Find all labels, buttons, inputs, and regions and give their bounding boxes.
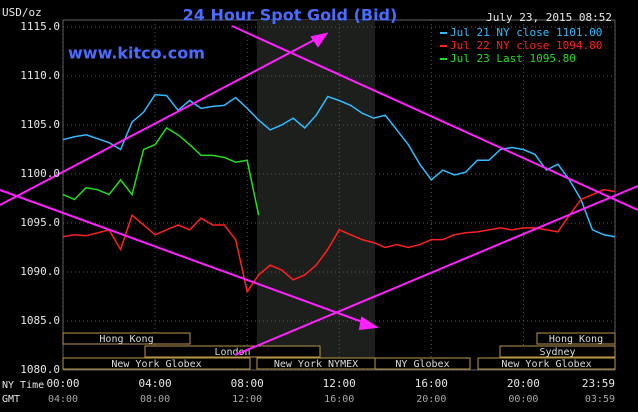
gmt-tick-label: 03:59: [585, 394, 615, 405]
session-box: [62, 357, 251, 370]
y-tick-label: 1100.0: [20, 167, 60, 180]
annotation-line: [0, 37, 319, 206]
y-tick-label: 1105.0: [20, 118, 60, 131]
gmt-tick-label: 12:00: [232, 394, 262, 405]
gmt-tick-label: 16:00: [324, 394, 354, 405]
x-tick-label: 12:00: [323, 377, 356, 390]
unit-label: USD/oz: [2, 6, 42, 19]
y-tick-label: 1090.0: [20, 265, 60, 278]
annotation-lines: [0, 25, 638, 356]
session-label: London: [214, 347, 250, 358]
gmt-tick-label: 04:00: [48, 394, 78, 405]
session-label: Hong Kong: [99, 334, 153, 345]
session-label: New York NYMEX: [274, 359, 358, 370]
session-box: [374, 357, 471, 370]
x-tick-label: 04:00: [139, 377, 172, 390]
y-tick-label: 1080.0: [20, 363, 60, 376]
session-box: [536, 332, 616, 345]
session-box: [477, 357, 616, 370]
series-line: [62, 126, 260, 216]
x-tick-label: 00:00: [46, 377, 79, 390]
x-tick-label: 08:00: [231, 377, 264, 390]
x-tick-label: 16:00: [415, 377, 448, 390]
series-line: [62, 93, 616, 238]
session-box: [499, 345, 616, 358]
series-line: [62, 188, 616, 294]
y-tick-label: 1095.0: [20, 216, 60, 229]
session-box: [144, 345, 321, 358]
timestamp: July 23, 2015 08:52: [486, 11, 612, 24]
session-label: New York Globex: [111, 359, 201, 370]
site-label: www.kitco.com: [68, 44, 205, 63]
legend-label: Jul 22 NY close 1094.80: [450, 39, 602, 52]
chart-title: 24 Hour Spot Gold (Bid): [183, 6, 398, 25]
annotation-line: [231, 25, 638, 211]
y-tick-label: 1085.0: [20, 314, 60, 327]
gmt-tick-label: 20:00: [416, 394, 446, 405]
arrow-head: [310, 32, 329, 48]
session-label: New York Globex: [501, 359, 591, 370]
session-label: NY Globex: [395, 359, 449, 370]
gmt-tick-label: 00:00: [508, 394, 538, 405]
session-label: Sydney: [539, 347, 575, 358]
gmt-tick-label: 08:00: [140, 394, 170, 405]
arrow-head: [358, 316, 379, 331]
x-tick-label: 20:00: [507, 377, 540, 390]
legend-label: Jul 23 Last 1095.80: [450, 52, 576, 65]
y-tick-label: 1115.0: [20, 20, 60, 33]
annotation-line: [234, 185, 638, 356]
session-label: Hong Kong: [549, 334, 603, 345]
annotation-line: [0, 189, 369, 325]
session-box: [62, 332, 191, 345]
x-tick-label: 23:59: [582, 377, 615, 390]
y-tick-label: 1110.0: [20, 69, 60, 82]
legend-label: Jul 21 NY close 1101.00: [450, 26, 602, 39]
gmt-label: GMT: [2, 394, 20, 405]
ny-time-label: NY Time: [2, 380, 44, 391]
nymex-session-shade: [257, 20, 375, 370]
